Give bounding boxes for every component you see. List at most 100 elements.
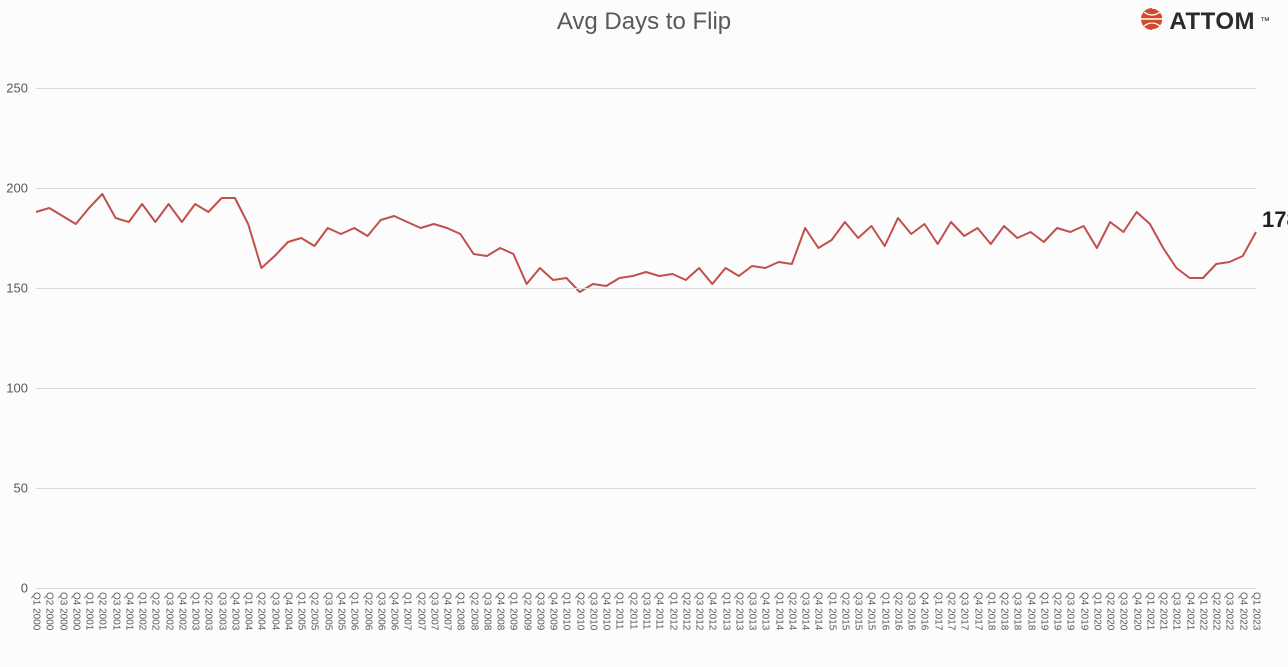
y-tick-label: 100 — [6, 381, 28, 396]
x-tick-label: Q2 2017 — [946, 592, 957, 630]
x-tick-label: Q2 2002 — [150, 592, 161, 630]
x-tick-label: Q3 2015 — [853, 592, 864, 630]
x-tick-label: Q4 2005 — [336, 592, 347, 630]
x-tick-label: Q4 2001 — [123, 592, 134, 630]
x-tick-label: Q1 2011 — [614, 592, 625, 630]
x-axis-labels: Q1 2000Q2 2000Q3 2000Q4 2000Q1 2001Q2 20… — [36, 588, 1256, 667]
x-tick-label: Q3 2018 — [1012, 592, 1023, 630]
x-tick-label: Q4 2016 — [919, 592, 930, 630]
y-tick-label: 150 — [6, 281, 28, 296]
x-tick-label: Q1 2008 — [455, 592, 466, 630]
x-tick-label: Q1 2005 — [296, 592, 307, 630]
x-tick-label: Q4 2022 — [1237, 592, 1248, 630]
x-tick-label: Q4 2007 — [442, 592, 453, 630]
gridline — [36, 288, 1256, 289]
gridline — [36, 588, 1256, 589]
x-tick-label: Q1 2007 — [402, 592, 413, 630]
x-tick-label: Q1 2018 — [985, 592, 996, 630]
x-tick-label: Q1 2023 — [1251, 592, 1262, 630]
x-tick-label: Q2 2012 — [680, 592, 691, 630]
x-tick-label: Q3 2005 — [322, 592, 333, 630]
x-tick-label: Q1 2015 — [826, 592, 837, 630]
x-tick-label: Q1 2019 — [1038, 592, 1049, 630]
chart-container: Avg Days to Flip ATTOM ™ Q1 2000Q2 2000Q… — [0, 0, 1288, 667]
x-tick-label: Q4 2013 — [760, 592, 771, 630]
x-tick-label: Q2 2001 — [97, 592, 108, 630]
x-tick-label: Q2 2020 — [1105, 592, 1116, 630]
gridline — [36, 488, 1256, 489]
x-tick-label: Q1 2013 — [720, 592, 731, 630]
x-tick-label: Q2 2011 — [627, 592, 638, 630]
x-tick-label: Q4 2021 — [1184, 592, 1195, 630]
plot-area: Q1 2000Q2 2000Q3 2000Q4 2000Q1 2001Q2 20… — [36, 88, 1256, 588]
x-tick-label: Q3 2016 — [906, 592, 917, 630]
x-tick-label: Q4 2004 — [282, 592, 293, 630]
x-tick-label: Q2 2008 — [468, 592, 479, 630]
x-tick-label: Q2 2003 — [203, 592, 214, 630]
x-tick-label: Q4 2014 — [813, 592, 824, 630]
x-tick-label: Q4 2020 — [1131, 592, 1142, 630]
x-tick-label: Q2 2000 — [44, 592, 55, 630]
x-tick-label: Q1 2016 — [879, 592, 890, 630]
x-tick-label: Q1 2004 — [243, 592, 254, 630]
x-tick-label: Q3 2002 — [163, 592, 174, 630]
x-tick-label: Q3 2001 — [110, 592, 121, 630]
chart-title: Avg Days to Flip — [0, 8, 1288, 36]
x-tick-label: Q3 2006 — [375, 592, 386, 630]
x-tick-label: Q4 2012 — [707, 592, 718, 630]
x-tick-label: Q4 2018 — [1025, 592, 1036, 630]
x-tick-label: Q4 2019 — [1078, 592, 1089, 630]
x-tick-label: Q3 2010 — [587, 592, 598, 630]
x-tick-label: Q2 2004 — [256, 592, 267, 630]
x-tick-label: Q1 2022 — [1197, 592, 1208, 630]
x-tick-label: Q3 2020 — [1118, 592, 1129, 630]
x-tick-label: Q2 2006 — [362, 592, 373, 630]
x-tick-label: Q4 2000 — [70, 592, 81, 630]
x-tick-label: Q3 2008 — [481, 592, 492, 630]
gridline — [36, 388, 1256, 389]
x-tick-label: Q1 2006 — [349, 592, 360, 630]
x-tick-label: Q4 2009 — [548, 592, 559, 630]
gridline — [36, 88, 1256, 89]
x-tick-label: Q2 2018 — [999, 592, 1010, 630]
x-tick-label: Q3 2022 — [1224, 592, 1235, 630]
x-tick-label: Q4 2011 — [654, 592, 665, 630]
x-tick-label: Q1 2000 — [31, 592, 42, 630]
x-tick-label: Q3 2000 — [57, 592, 68, 630]
x-tick-label: Q3 2021 — [1171, 592, 1182, 630]
x-tick-label: Q2 2021 — [1158, 592, 1169, 630]
y-tick-label: 50 — [14, 481, 28, 496]
x-tick-label: Q3 2014 — [800, 592, 811, 630]
x-tick-label: Q1 2020 — [1091, 592, 1102, 630]
x-tick-label: Q2 2022 — [1211, 592, 1222, 630]
x-tick-label: Q4 2006 — [389, 592, 400, 630]
y-tick-label: 250 — [6, 81, 28, 96]
globe-icon — [1139, 6, 1165, 37]
x-tick-label: Q4 2017 — [972, 592, 983, 630]
x-tick-label: Q3 2004 — [269, 592, 280, 630]
y-tick-label: 0 — [21, 581, 28, 596]
logo-trademark: ™ — [1260, 16, 1270, 27]
x-tick-label: Q3 2012 — [694, 592, 705, 630]
brand-logo: ATTOM ™ — [1139, 6, 1270, 37]
x-tick-label: Q3 2011 — [641, 592, 652, 630]
y-tick-label: 200 — [6, 181, 28, 196]
x-tick-label: Q1 2014 — [773, 592, 784, 630]
x-tick-label: Q2 2013 — [733, 592, 744, 630]
x-tick-label: Q1 2009 — [508, 592, 519, 630]
x-tick-label: Q3 2009 — [534, 592, 545, 630]
x-tick-label: Q1 2002 — [137, 592, 148, 630]
series-path — [36, 194, 1256, 292]
x-tick-label: Q2 2009 — [521, 592, 532, 630]
x-tick-label: Q1 2017 — [932, 592, 943, 630]
x-tick-label: Q1 2010 — [561, 592, 572, 630]
x-tick-label: Q3 2017 — [959, 592, 970, 630]
x-tick-label: Q2 2019 — [1052, 592, 1063, 630]
end-value-label: 178 — [1262, 207, 1288, 233]
x-tick-label: Q1 2012 — [667, 592, 678, 630]
x-tick-label: Q2 2014 — [786, 592, 797, 630]
x-tick-label: Q1 2003 — [190, 592, 201, 630]
x-tick-label: Q1 2021 — [1144, 592, 1155, 630]
x-tick-label: Q4 2015 — [866, 592, 877, 630]
gridline — [36, 188, 1256, 189]
